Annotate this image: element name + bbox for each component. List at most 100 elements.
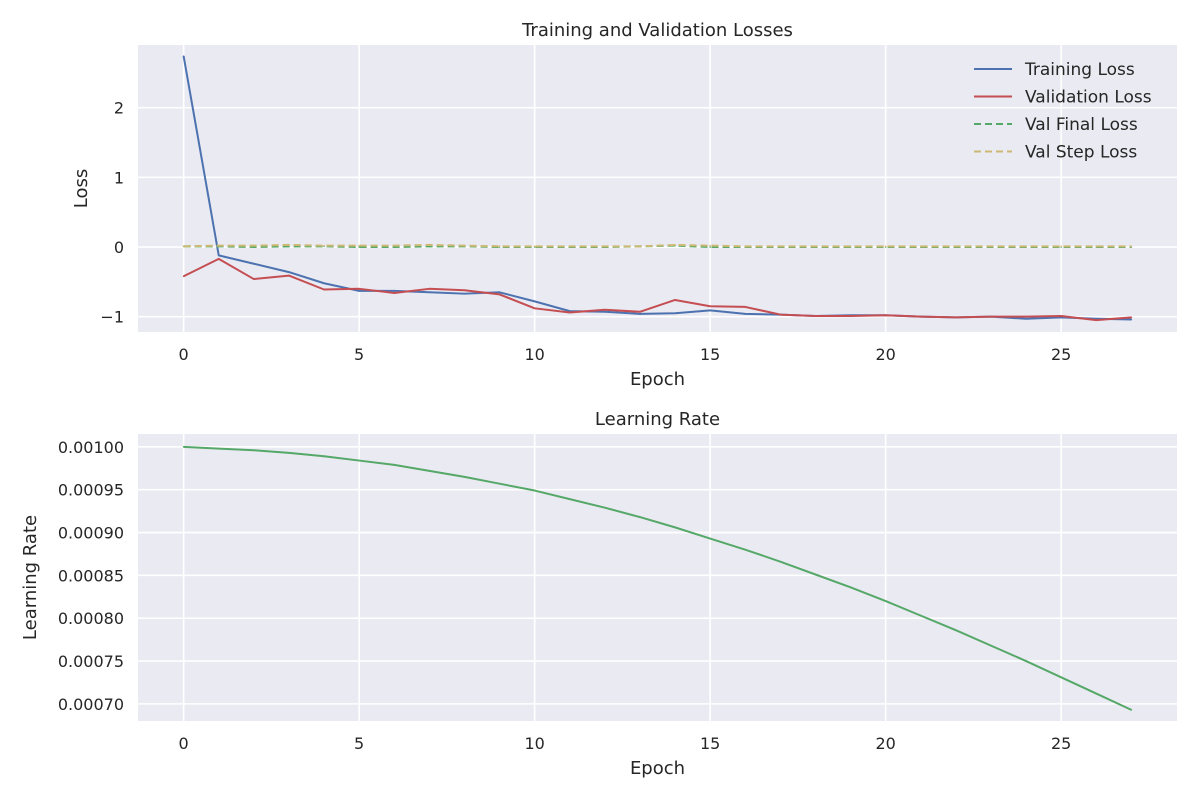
x-tick-label: 15 (700, 345, 720, 364)
validation-loss-point (253, 278, 255, 280)
validation-loss-point (604, 308, 606, 311)
learning-rate-plot: 0 5 10 15 20 25 0.00070 0.00075 0.00080 0.00085 0.… (20, 409, 1177, 779)
legend-label: Val Final Loss (1025, 115, 1138, 135)
y-tick-label: 0.00085 (58, 566, 124, 585)
val-step-loss-point (253, 244, 255, 247)
validation-loss-point (1095, 319, 1098, 321)
learning-rate-point (919, 614, 922, 617)
learning-rate-point (182, 446, 185, 448)
learning-rate-point (358, 459, 360, 462)
plot-area (138, 45, 1177, 332)
learning-rate-point (1130, 709, 1133, 711)
learning-rate-point (463, 476, 466, 478)
x-tick-label: 0 (179, 345, 189, 364)
validation-loss-point (1060, 315, 1062, 317)
x-tick-label: 5 (354, 345, 364, 364)
learning-rate-point (533, 489, 536, 492)
training-loss-point (1025, 317, 1027, 320)
training-loss-point (533, 300, 536, 303)
x-tick-label: 10 (524, 345, 544, 364)
validation-loss-point (709, 305, 711, 308)
learning-rate-point (884, 600, 887, 602)
training-loss-point (358, 290, 360, 292)
learning-rate-point (814, 573, 817, 576)
x-tick-label: 25 (1051, 734, 1071, 753)
val-step-loss-point (393, 244, 396, 247)
validation-loss-point (288, 274, 290, 277)
validation-loss-point (919, 315, 922, 318)
val-step-loss-point (1025, 245, 1027, 248)
val-step-loss-points (182, 244, 1133, 248)
learning-rate-point (709, 537, 711, 540)
x-axis-label: Epoch (630, 369, 685, 390)
val-step-loss-point (1060, 245, 1062, 248)
learning-rate-point (253, 449, 255, 452)
validation-loss-point (498, 293, 501, 296)
x-tick-label: 10 (524, 734, 544, 753)
y-tick-label: 0.00095 (58, 481, 124, 500)
x-tick-label: 0 (179, 734, 189, 753)
x-tick-label: 5 (354, 734, 364, 753)
validation-loss-point (884, 314, 887, 317)
validation-loss-point (323, 288, 325, 291)
learning-rate-point (323, 455, 325, 458)
x-tick-label: 20 (875, 734, 895, 753)
val-step-loss-point (323, 244, 325, 247)
training-loss-point (217, 254, 220, 257)
val-step-loss-point (463, 244, 466, 247)
validation-loss-point (744, 306, 747, 308)
training-loss-point (428, 291, 431, 294)
val-step-loss-point (1095, 245, 1098, 248)
y-tick-label: 0.00090 (58, 524, 124, 543)
learning-rate-point (498, 482, 501, 485)
validation-loss-point (990, 315, 992, 318)
val-step-loss-point (919, 245, 922, 248)
training-loss-point (288, 271, 290, 273)
training-loss-point (463, 292, 466, 295)
learning-rate-point (674, 526, 676, 529)
y-tick-label: 0.00080 (58, 609, 124, 628)
legend-label: Validation Loss (1025, 88, 1152, 108)
learning-rate-line (183, 445, 1132, 711)
y-axis-label: Learning Rate (20, 515, 41, 640)
val-step-loss-point (428, 244, 431, 246)
learning-rate-point (568, 498, 571, 500)
training-loss-point (498, 291, 501, 294)
validation-loss-point (1130, 316, 1133, 319)
y-tick-label: −1 (100, 308, 124, 327)
y-tick-label: 0.00100 (58, 438, 124, 457)
val-step-loss-point (779, 245, 782, 248)
x-tick-label: 20 (875, 345, 895, 364)
val-step-loss-point (990, 245, 992, 248)
training-loss-point (393, 290, 396, 292)
x-axis-label: Epoch (630, 758, 685, 779)
x-tick-label: 15 (700, 734, 720, 753)
plot-area (138, 434, 1177, 721)
learning-rate-points (182, 446, 1133, 711)
training-loss-point (182, 55, 185, 57)
validation-loss-point (955, 316, 957, 319)
y-tick-label: 2 (114, 99, 124, 118)
val-step-loss-point (182, 245, 185, 248)
val-step-loss-point (498, 245, 501, 248)
val-step-loss-point (814, 245, 817, 248)
validation-loss-point (463, 289, 466, 292)
validation-loss-point (568, 311, 571, 314)
validation-loss-point (814, 315, 817, 317)
training-loss-point (1130, 318, 1133, 321)
validation-loss-point (393, 292, 396, 294)
learning-rate-point (288, 452, 290, 454)
val-step-loss-point (709, 244, 711, 247)
learning-rate-point (428, 470, 431, 472)
validation-loss-point (674, 299, 676, 301)
training-loss-point (604, 310, 606, 313)
y-tick-label: 0.00070 (58, 695, 124, 714)
val-step-loss-point (639, 245, 641, 248)
val-step-loss-point (849, 245, 852, 248)
learning-rate-point (1025, 660, 1027, 662)
training-loss-point (639, 313, 641, 315)
learning-rate-point (217, 447, 220, 450)
val-step-loss-point (884, 245, 887, 248)
chart-title: Training and Validation Losses (521, 20, 793, 41)
